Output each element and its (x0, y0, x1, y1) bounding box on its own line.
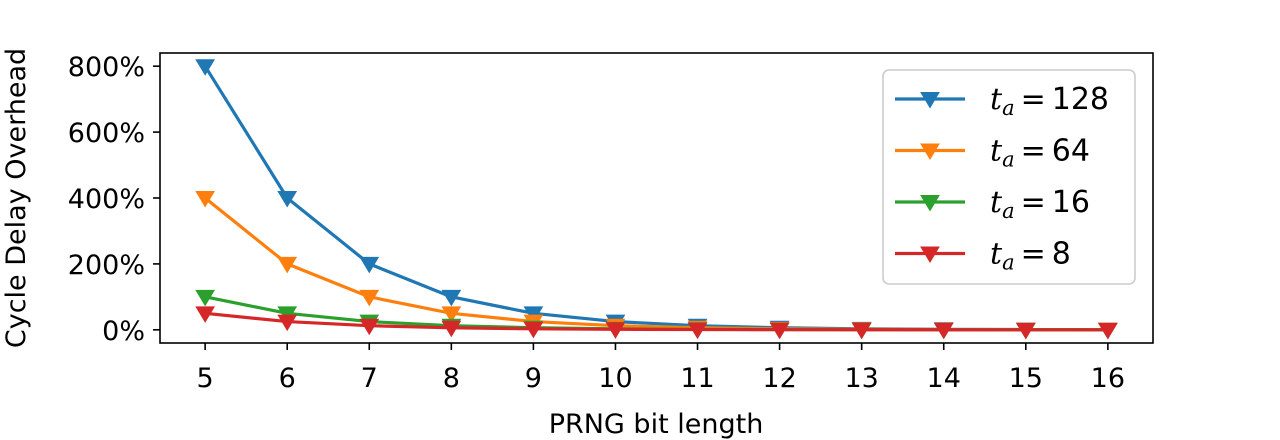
data-point-marker (277, 314, 298, 332)
x-tick-label: 12 (762, 363, 796, 394)
legend-item: ta = 64 (895, 134, 1090, 172)
x-tick-label: 13 (844, 363, 878, 394)
y-tick-label: 400% (68, 184, 145, 215)
x-tick-label: 5 (197, 363, 214, 394)
data-point-marker (769, 322, 790, 340)
data-point-marker (277, 191, 298, 208)
y-tick-label: 200% (68, 250, 145, 281)
legend-frame (882, 69, 1136, 285)
legend: ta = 128 ta = 64 ta = 16 ta = 8 (882, 69, 1136, 285)
data-point-marker (195, 191, 216, 208)
x-tick-label: 10 (598, 363, 632, 394)
data-point-marker (359, 318, 380, 336)
x-tick-label: 15 (1009, 363, 1043, 394)
y-tick-label: 600% (68, 118, 145, 149)
data-point-marker (441, 289, 462, 307)
legend-item: ta = 128 (895, 82, 1109, 120)
y-axis: 0% 200% 400% 600% 800% (68, 52, 160, 347)
data-point-marker (523, 321, 544, 339)
x-tick-label: 6 (279, 363, 296, 394)
data-point-marker (605, 322, 626, 339)
legend-marker (920, 195, 940, 212)
x-axis-label: PRNG bit length (549, 409, 764, 440)
data-point-marker (195, 59, 216, 76)
data-point-marker (441, 320, 462, 338)
x-tick-label: 7 (361, 363, 378, 394)
x-tick-label: 16 (1091, 363, 1125, 394)
legend-item: ta = 16 (895, 185, 1090, 223)
legend-label: ta = 128 (990, 82, 1109, 120)
y-tick-label: 800% (68, 52, 145, 83)
data-point-marker (195, 306, 216, 323)
series-lines (195, 59, 1118, 340)
legend-label: ta = 8 (990, 237, 1071, 275)
legend-marker (920, 246, 940, 264)
data-point-marker (277, 256, 298, 274)
legend-label: ta = 16 (990, 185, 1090, 223)
y-axis-label: Cycle Delay Overhead (1, 48, 32, 348)
x-tick-label: 8 (443, 363, 460, 394)
legend-marker (920, 92, 940, 109)
data-point-marker (359, 289, 380, 307)
x-tick-label: 14 (927, 363, 961, 394)
data-point-marker (851, 322, 872, 340)
data-point-marker (1097, 322, 1118, 340)
series-8 (195, 306, 1118, 340)
data-point-marker (195, 289, 216, 307)
data-point-marker (277, 306, 298, 323)
data-point-marker (359, 256, 380, 274)
x-tick-label: 9 (525, 363, 542, 394)
data-point-marker (687, 322, 708, 340)
legend-marker (920, 143, 940, 161)
legend-label: ta = 64 (990, 134, 1090, 172)
x-axis: 5 6 7 8 9 10 11 12 13 14 15 16 (197, 343, 1125, 394)
y-tick-label: 0% (102, 316, 145, 347)
data-point-marker (933, 322, 954, 340)
legend-item: ta = 8 (895, 237, 1071, 275)
data-point-marker (441, 306, 462, 323)
data-point-marker (523, 306, 544, 323)
x-tick-label: 11 (680, 363, 714, 394)
series-line (204, 311, 1108, 332)
data-point-marker (1015, 322, 1036, 340)
